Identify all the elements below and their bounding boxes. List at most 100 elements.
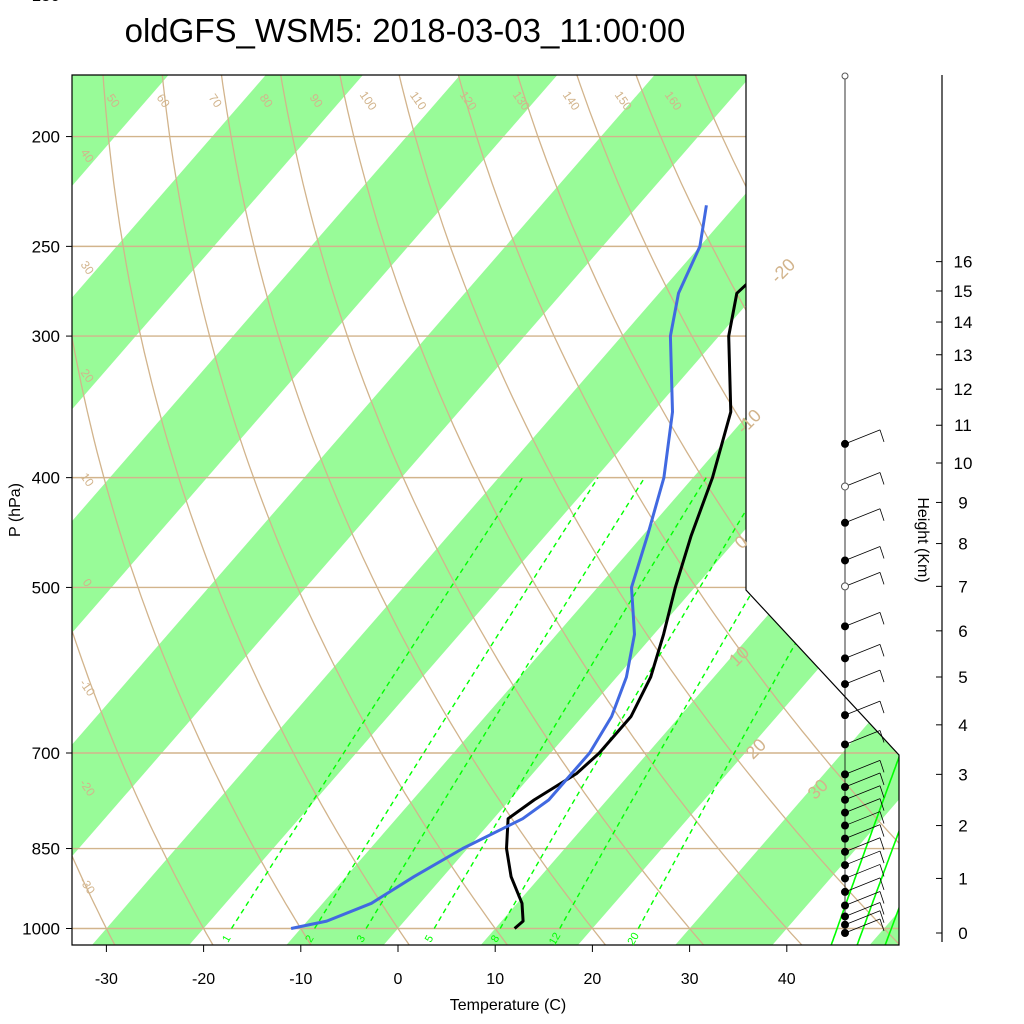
- mixing-ratio-label: 1: [220, 933, 233, 944]
- dry-adiabat-label: 100: [357, 88, 380, 113]
- dry-adiabat-line: [254, 75, 711, 945]
- wind-barb-feather: [879, 730, 885, 743]
- wind-barb-shaft: [844, 772, 881, 788]
- pressure-tick-label: 500: [32, 578, 60, 597]
- mixing-ratio-label: 12: [547, 931, 564, 948]
- height-tick-label: 2: [958, 817, 967, 836]
- mixing-ratio-label: 2: [303, 933, 316, 944]
- wind-barb-shaft: [844, 824, 881, 839]
- height-tick-label: 0: [958, 924, 967, 943]
- wind-barb: [844, 472, 885, 487]
- wind-barb-shaft: [844, 902, 881, 917]
- wind-barb: [844, 508, 885, 524]
- wind-profile-marker: [841, 834, 849, 843]
- wind-barb: [844, 918, 885, 934]
- mixing-ratio-line: [559, 477, 820, 929]
- wind-barb-feather: [879, 877, 885, 891]
- wind-profile-marker: [841, 847, 849, 856]
- mixing-ratio-line: [433, 477, 707, 929]
- wind-barb: [844, 546, 885, 561]
- wind-profile-marker: [841, 654, 849, 663]
- wind-barb-feather: [879, 472, 885, 485]
- height-tick-label: 6: [958, 622, 967, 641]
- wind-profile-marker: [841, 740, 849, 749]
- wind-barb-shaft: [844, 730, 881, 745]
- sounding-series: [290, 204, 810, 930]
- wind-barb: [844, 611, 885, 627]
- isotherm-label: -20: [767, 255, 800, 288]
- wind-barb-feather: [879, 785, 885, 798]
- x-axis-label: Temperature (C): [450, 997, 566, 1014]
- wind-barb-shaft: [844, 429, 881, 445]
- wind-barb-feather: [879, 891, 885, 904]
- dry-adiabat-label: 10: [78, 470, 97, 489]
- pressure-tick-label: 200: [32, 128, 60, 147]
- mixing-ratio-line: [230, 477, 524, 929]
- wind-barb: [844, 643, 885, 659]
- dewpoint-profile: [290, 205, 708, 930]
- wind-profile-marker: [841, 482, 849, 491]
- wind-barb-feather: [879, 824, 885, 837]
- wind-profile-marker: [841, 556, 849, 565]
- wind-barb-shaft: [844, 850, 881, 866]
- wind-barb-shaft: [844, 700, 881, 716]
- moist-adiabat-line: [827, 205, 899, 945]
- height-tick-label: 9: [958, 493, 967, 512]
- height-tick-label: 13: [954, 346, 973, 365]
- wind-barb-shaft: [844, 910, 881, 926]
- wind-barb: [844, 730, 885, 745]
- wind-barb-feather: [879, 644, 885, 657]
- wind-profile: [841, 72, 885, 937]
- wind-barb-shaft: [844, 785, 881, 801]
- wind-profile-marker: [841, 770, 849, 779]
- dry-adiabat-line: [506, 75, 899, 945]
- dry-adiabat-line: [72, 75, 120, 945]
- temperature-tick-label: -10: [289, 971, 312, 988]
- mixing-ratio-label: 5: [423, 933, 436, 944]
- wind-barb-feather: [879, 772, 885, 786]
- axes: 1001502002503004005007008501000-30-20-10…: [22, 0, 796, 988]
- wind-profile-top-marker: [841, 72, 849, 80]
- wind-barb-shaft: [844, 472, 881, 487]
- wind-barb-feather: [879, 760, 885, 773]
- height-tick-label: 12: [954, 380, 973, 399]
- wind-barb-feather: [879, 546, 885, 559]
- pressure-tick-label: 850: [32, 840, 60, 859]
- dry-adiabat-line: [151, 75, 514, 945]
- y-axis-label: P (hPa): [7, 483, 24, 537]
- height-tick-label: 1: [958, 869, 967, 888]
- wind-barb-shaft: [844, 643, 881, 659]
- wind-profile-marker: [841, 711, 849, 720]
- temperature-tick-label: -20: [192, 971, 215, 988]
- mixing-ratio-label: 8: [489, 933, 502, 944]
- height-axis-label: Height (Km): [914, 497, 931, 582]
- dry-adiabat-label: 60: [154, 91, 173, 110]
- wind-barb-shaft: [844, 877, 881, 893]
- height-tick-label: 10: [954, 454, 973, 473]
- wind-barb-feather: [879, 572, 885, 585]
- wind-profile-marker: [841, 808, 849, 817]
- wind-barb-feather: [879, 669, 885, 683]
- wind-profile-marker: [841, 821, 849, 830]
- wind-profile-marker: [841, 920, 849, 929]
- wind-barb: [844, 824, 885, 839]
- wind-barb-shaft: [844, 669, 881, 685]
- dry-adiabat-line: [72, 75, 218, 945]
- pressure-tick-label: 1000: [22, 920, 60, 939]
- wind-barb-feather: [879, 864, 885, 877]
- dry-adiabat-label: 70: [206, 91, 225, 110]
- wind-barb-feather: [879, 612, 885, 625]
- wind-barb: [844, 429, 885, 445]
- pressure-tick-label: 150: [32, 0, 60, 5]
- plot-outline: [71, 74, 900, 946]
- isotherm-band: [72, 75, 801, 945]
- wind-barb: [844, 811, 885, 826]
- wind-barb: [844, 864, 885, 879]
- dry-adiabat-line: [909, 0, 1024, 953]
- temperature-tick-label: -30: [95, 971, 118, 988]
- pressure-tick-label: 700: [32, 744, 60, 763]
- wind-barb-shaft: [844, 837, 881, 853]
- wind-barb-shaft: [844, 759, 881, 775]
